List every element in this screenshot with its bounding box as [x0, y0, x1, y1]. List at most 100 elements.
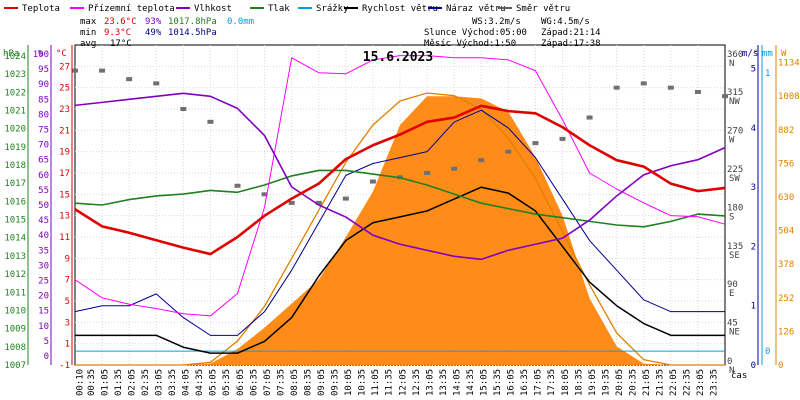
tick-wind-speed-3: 3	[751, 183, 756, 193]
unit-temp: °C	[56, 49, 67, 59]
tick-x-19: 09:35	[331, 369, 341, 396]
tick-hpa-17: 1024	[4, 52, 26, 62]
tick-hpa-10: 1017	[4, 179, 26, 189]
axis-layer: 1007100810091010101110121013101410151016…	[4, 45, 800, 396]
tick-x-4: 02:05	[127, 369, 137, 396]
tick-x-39: 19:35	[601, 369, 611, 396]
tick-wind-dir-label-6: W	[729, 136, 735, 146]
tick-temp-5: 9	[65, 254, 70, 264]
tick-wind-speed-5: 5	[751, 65, 756, 75]
series-solar-clear-sky	[75, 92, 725, 366]
tick-x-30: 15:05	[480, 369, 490, 396]
tick-wind-dir-4: 180	[727, 203, 743, 213]
tick-wind-dir-1: 45	[727, 319, 738, 329]
wind-dir-point-23	[694, 89, 701, 94]
tick-hpa-2: 1009	[4, 325, 26, 335]
wind-dir-point-18	[559, 136, 566, 141]
unit-rain: mm	[762, 49, 773, 59]
tick-wind-speed-2: 2	[751, 242, 756, 252]
tick-x-0: 00:10	[76, 369, 86, 396]
tick-temp-7: 13	[59, 212, 70, 222]
stat-min-temp: 9.3°C	[104, 28, 131, 38]
legend-label-3: Tlak	[268, 4, 290, 14]
tick-x-13: 06:35	[249, 369, 259, 396]
tick-wind-dir-label-3: SE	[729, 251, 740, 261]
tick-wind-dir-label-7: NW	[729, 97, 740, 107]
legend-label-6: Náraz větru	[446, 4, 506, 14]
tick-temp-9: 17	[59, 169, 70, 179]
tick-x-36: 18:05	[561, 369, 571, 396]
tick-hpa-16: 1023	[4, 70, 26, 80]
tick-temp-3: 5	[65, 297, 70, 307]
tick-x-3: 01:35	[114, 369, 124, 396]
tick-x-32: 16:05	[507, 369, 517, 396]
unit-humidity: %	[38, 49, 44, 59]
tick-humidity-17: 85	[38, 95, 49, 105]
tick-humidity-19: 95	[38, 65, 49, 75]
tick-solar-3: 378	[778, 260, 794, 270]
legend-label-2: Vlhkost	[194, 4, 232, 14]
legend: Teplota Přízemní teplota Vlhkost Tlak Srážky…	[4, 4, 570, 14]
tick-x-21: 10:35	[358, 369, 368, 396]
legend-label-4: Srážky	[316, 4, 349, 14]
tick-x-29: 14:35	[466, 369, 476, 396]
stat-max-label: max	[80, 17, 97, 27]
legend-label-7: Směr větru	[516, 4, 570, 14]
tick-hpa-8: 1015	[4, 216, 26, 226]
wind-dir-point-20	[613, 85, 620, 90]
tick-humidity-16: 80	[38, 110, 49, 120]
unit-hpa: hPa	[3, 49, 19, 59]
series-ground-temperature	[74, 55, 726, 317]
tick-x-5: 02:35	[141, 369, 151, 396]
stat-max-press: 1017.8hPa	[168, 17, 217, 27]
wind-dir-point-4	[180, 107, 187, 111]
tick-humidity-14: 70	[38, 141, 49, 151]
tick-humidity-10: 50	[38, 201, 49, 211]
tick-solar-6: 756	[778, 159, 794, 169]
tick-wind-dir-3: 135	[727, 242, 743, 252]
wind-dir-point-2	[126, 77, 133, 82]
tick-x-9: 04:35	[195, 369, 205, 396]
tick-x-23: 11:35	[385, 369, 395, 396]
tick-wind-dir-2: 90	[727, 280, 738, 290]
tick-x-45: 22:35	[683, 369, 693, 396]
wind-dir-point-3	[153, 81, 160, 86]
tick-hpa-4: 1011	[4, 288, 26, 298]
stat-min-label: min	[80, 28, 96, 38]
tick-temp-12: 23	[59, 105, 70, 115]
wind-dir-point-7	[261, 192, 268, 197]
tick-x-14: 07:05	[263, 369, 273, 396]
tick-x-22: 11:05	[371, 369, 381, 396]
stat-max-rain: 0.0mm	[227, 17, 254, 27]
tick-temp-6: 11	[59, 233, 70, 243]
legend-label-0: Teplota	[22, 4, 60, 14]
tick-solar-9: 1134	[778, 59, 800, 69]
stat-max-hum: 93%	[145, 17, 162, 27]
stats-block: max 23.6°C 93% 1017.8hPa 0.0mm min 9.3°C…	[80, 17, 254, 49]
tick-hpa-7: 1014	[4, 234, 26, 244]
wind-dir-point-5	[207, 119, 214, 124]
tick-x-26: 13:05	[425, 369, 435, 396]
wind-dir-point-19	[586, 115, 593, 120]
tick-humidity-12: 60	[38, 171, 49, 181]
tick-x-40: 20:05	[615, 369, 625, 396]
tick-x-44: 22:05	[669, 369, 679, 396]
tick-x-1: 00:35	[87, 369, 97, 396]
tick-humidity-4: 20	[38, 292, 49, 302]
tick-humidity-1: 5	[44, 337, 49, 347]
wind-dir-point-14	[451, 166, 458, 171]
wind-dir-point-9	[315, 200, 322, 205]
tick-humidity-18: 90	[38, 80, 49, 90]
tick-solar-0: 0	[778, 361, 783, 371]
tick-x-42: 21:05	[642, 369, 652, 396]
series-wind-speed	[75, 186, 725, 354]
tick-humidity-11: 55	[38, 186, 49, 196]
tick-humidity-20: 100	[33, 50, 49, 60]
wind-dir-point-16	[505, 149, 512, 154]
tick-wind-dir-label-8: N	[729, 59, 734, 69]
tick-wind-speed-0: 0	[751, 361, 756, 371]
tick-wind-dir-5: 225	[727, 165, 743, 175]
unit-wind-dir: °	[753, 49, 758, 59]
tick-hpa-14: 1021	[4, 106, 26, 116]
tick-temp-1: 1	[65, 340, 70, 350]
